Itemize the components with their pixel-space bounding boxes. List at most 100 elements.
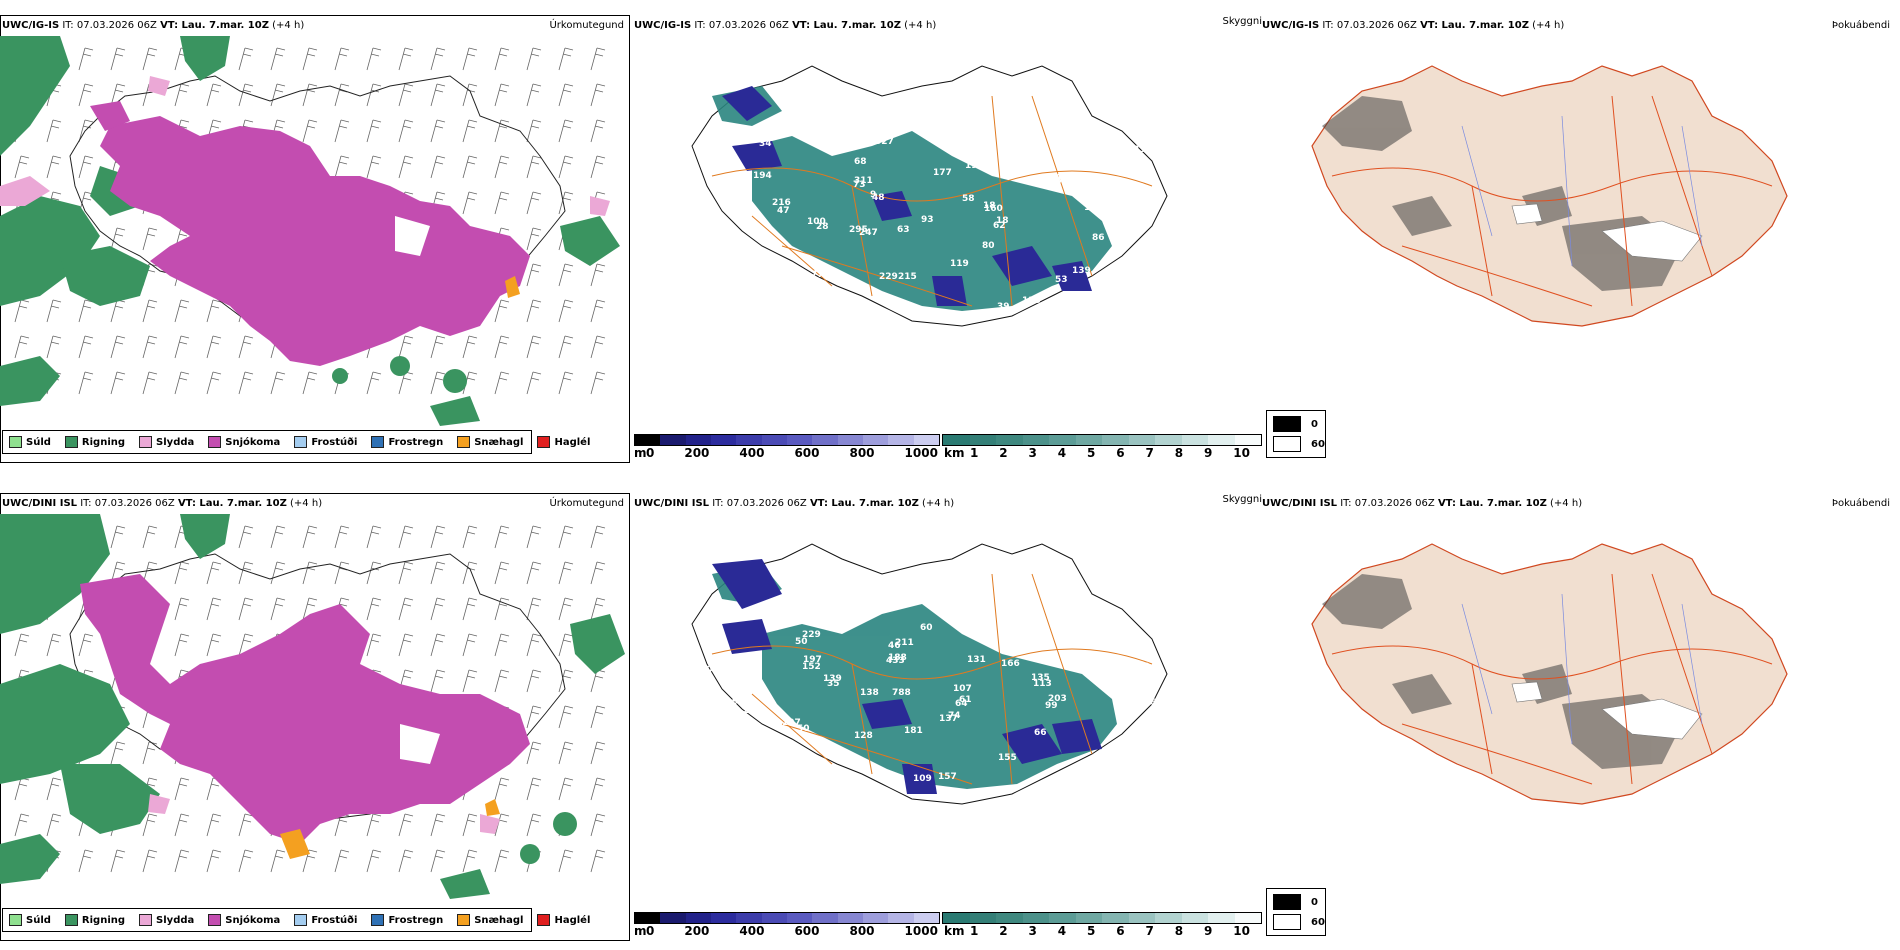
wind-barb	[430, 83, 446, 107]
snow-tick-label: 600	[794, 924, 820, 938]
wind-barb	[270, 83, 286, 107]
colorbar-segment	[1155, 913, 1182, 923]
snow-depth-label: 62	[993, 221, 1006, 231]
wind-barb	[430, 155, 446, 179]
snow-depth-label: 327	[875, 137, 894, 147]
snow-depth-label: 113	[1033, 679, 1052, 689]
wind-barb	[558, 849, 574, 873]
panel-header: UWC/IG-IS IT: 07.03.2026 06Z VT: Lau. 7.…	[2, 20, 304, 31]
visibility-tick-label: 9	[1204, 446, 1213, 460]
wind-barb	[462, 335, 478, 359]
wind-barb	[590, 371, 606, 395]
snow-depth-label: 100	[807, 217, 826, 227]
sleet-areas	[0, 76, 610, 216]
wind-barb	[78, 849, 94, 873]
wind-barb	[590, 669, 606, 693]
sleet-areas	[148, 794, 500, 834]
snow-depth-label: 133	[1022, 296, 1041, 306]
colorbar-segment	[1075, 913, 1102, 923]
snow-depth-label: 229	[802, 630, 821, 640]
wind-barb	[526, 705, 542, 729]
snow-depth-label: 53	[944, 566, 957, 576]
snow-depth-label: 99	[1045, 701, 1058, 711]
snow-depth-label: 109	[913, 774, 932, 784]
legend-label: Slydda	[156, 914, 195, 926]
wind-barb	[558, 705, 574, 729]
snow-depth-label: 194	[917, 121, 936, 131]
wind-barb	[78, 371, 94, 395]
colorbar-segment	[837, 913, 863, 923]
visibility-tick-label: 8	[1174, 924, 1184, 938]
legend-item-slydda: Slydda	[139, 914, 194, 926]
legend-swatch	[64, 914, 78, 926]
wind-barb	[238, 633, 254, 657]
wind-barb	[398, 83, 414, 107]
legend-label: Snjókoma	[225, 436, 281, 448]
wind-barb	[78, 119, 94, 143]
visibility-tick-label: 1	[970, 446, 979, 460]
wind-barb	[526, 813, 542, 837]
wind-barb	[398, 525, 414, 549]
wind-barb	[206, 335, 222, 359]
snow-depth-label: 68	[854, 157, 867, 167]
colorbar-segment	[943, 913, 970, 923]
wind-barb	[590, 47, 606, 71]
wind-barb	[462, 633, 478, 657]
visibility-tick-label: 6	[1116, 446, 1125, 460]
legend-item-frostregn: Frostregn	[371, 436, 443, 448]
wind-barb	[558, 119, 574, 143]
snow-depth-label: 177	[933, 168, 952, 178]
visibility-colorbar	[942, 434, 1262, 446]
wind-barb	[334, 119, 350, 143]
wind-barb	[142, 227, 158, 251]
snow-depth-label: 58	[962, 194, 975, 204]
wind-barb	[238, 561, 254, 585]
wind-barb	[366, 597, 382, 621]
wind-barb	[398, 813, 414, 837]
snow-tick-label: 200	[684, 446, 710, 460]
colorbar-segment	[1208, 435, 1235, 445]
wind-barb	[494, 597, 510, 621]
legend-label: Frostúði	[311, 914, 358, 926]
wind-barb	[142, 299, 158, 323]
visibility-unit: km	[944, 924, 965, 938]
colorbar-segment	[786, 913, 813, 923]
wind-barb	[366, 371, 382, 395]
colorbar-segment	[761, 913, 787, 923]
wind-barb	[494, 561, 510, 585]
snow-depth-colorbar	[634, 912, 940, 924]
wind-barb	[526, 155, 542, 179]
panel-title-visibility: Skyggni	[1222, 16, 1262, 27]
wind-barb	[590, 83, 606, 107]
colorbar-segment	[812, 913, 838, 923]
colorbar-segment	[862, 913, 889, 923]
colorbar-segment	[660, 913, 686, 923]
wind-barb	[526, 119, 542, 143]
wind-barb	[238, 849, 254, 873]
legend-swatch	[208, 914, 222, 926]
colorbar-segment	[736, 913, 762, 923]
wind-barb	[110, 227, 126, 251]
snow-depth-label: 100	[700, 665, 719, 675]
snow-depth-label: 137	[939, 714, 958, 724]
snow-depth-label: 247	[859, 228, 878, 238]
lead-time: (+4 h)	[272, 20, 305, 31]
snow-depth-label: 90	[732, 697, 745, 707]
snow-depth-label: 788	[892, 688, 911, 698]
snow-tick-label: 200	[684, 924, 710, 938]
colorbar-segment	[660, 435, 686, 445]
wind-barb	[430, 47, 446, 71]
wind-barb	[526, 525, 542, 549]
lead-time: (+4 h)	[1532, 20, 1565, 31]
colorbar-segment	[996, 435, 1023, 445]
legend-label: Frostregn	[388, 436, 444, 448]
snow-depth-label: 35	[827, 679, 840, 689]
wind-barb	[238, 83, 254, 107]
snow-tick-label: 1000	[904, 446, 938, 460]
snow-tick-label: 400	[739, 446, 765, 460]
legend-swatch	[139, 914, 153, 926]
colorbar-segment	[710, 435, 737, 445]
wind-barb	[142, 371, 158, 395]
wind-barb	[366, 813, 382, 837]
precip-type-legend: Súld Rigning Slydda Snjókoma Frostúði Frostre…	[2, 908, 590, 932]
